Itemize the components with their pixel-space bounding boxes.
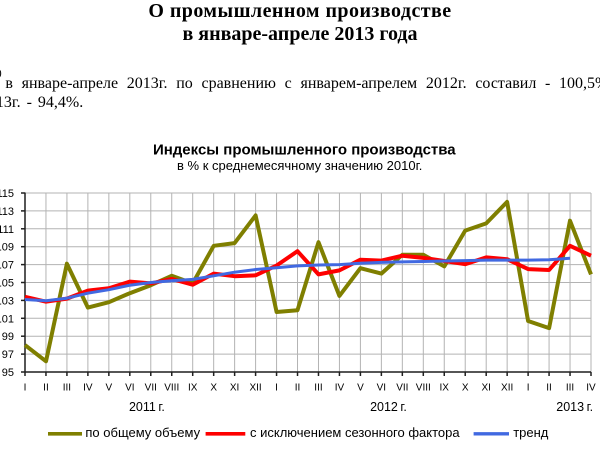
svg-text:по общему объему: по общему объему bbox=[85, 425, 200, 440]
svg-text:IV: IV bbox=[335, 383, 345, 394]
svg-text:V: V bbox=[106, 383, 113, 394]
svg-text:V: V bbox=[357, 383, 364, 394]
svg-text:VII: VII bbox=[145, 383, 157, 394]
svg-text:2012 г.: 2012 г. bbox=[370, 400, 407, 414]
svg-text:тренд: тренд bbox=[513, 425, 549, 440]
svg-text:115: 115 bbox=[0, 188, 14, 200]
svg-text:XII: XII bbox=[249, 383, 261, 394]
svg-text:X: X bbox=[462, 383, 469, 394]
svg-text:VI: VI bbox=[377, 383, 386, 394]
svg-text:III: III bbox=[566, 383, 574, 394]
svg-text:2011 г.: 2011 г. bbox=[129, 400, 165, 414]
svg-text:II: II bbox=[546, 383, 552, 394]
svg-text:III: III bbox=[63, 383, 71, 394]
svg-text:109: 109 bbox=[0, 242, 14, 254]
svg-text:IV: IV bbox=[83, 383, 93, 394]
svg-text:в % к среднемесячному значению: в % к среднемесячному значению 2010г. bbox=[177, 158, 422, 173]
svg-text:103: 103 bbox=[0, 295, 14, 307]
svg-text:XII: XII bbox=[501, 383, 513, 394]
svg-text:IX: IX bbox=[188, 383, 198, 394]
svg-text:99: 99 bbox=[2, 331, 14, 343]
svg-text:VIII: VIII bbox=[416, 383, 431, 394]
svg-text:X: X bbox=[210, 383, 217, 394]
svg-text:Индексы промышленного производ: Индексы промышленного производства bbox=[153, 142, 456, 159]
svg-text:107: 107 bbox=[0, 260, 14, 272]
svg-text:VII: VII bbox=[396, 383, 408, 394]
svg-text:VI: VI bbox=[125, 383, 134, 394]
svg-text:VIII: VIII bbox=[164, 383, 179, 394]
svg-text:III: III bbox=[314, 383, 322, 394]
svg-text:IX: IX bbox=[440, 383, 450, 394]
svg-text:с исключением сезонного фактор: с исключением сезонного фактора bbox=[250, 425, 460, 440]
svg-text:I: I bbox=[275, 383, 278, 394]
svg-text:111: 111 bbox=[0, 224, 14, 236]
svg-text:II: II bbox=[295, 383, 301, 394]
svg-text:97: 97 bbox=[2, 349, 14, 361]
svg-text:XI: XI bbox=[230, 383, 239, 394]
svg-text:101: 101 bbox=[0, 313, 14, 325]
svg-text:95: 95 bbox=[2, 367, 14, 379]
svg-text:113: 113 bbox=[0, 206, 14, 218]
svg-text:I: I bbox=[24, 383, 27, 394]
svg-text:XI: XI bbox=[481, 383, 490, 394]
svg-text:2013 г.: 2013 г. bbox=[556, 400, 593, 414]
svg-text:I: I bbox=[527, 383, 530, 394]
svg-text:IV: IV bbox=[586, 383, 596, 394]
svg-text:105: 105 bbox=[0, 278, 14, 290]
svg-text:II: II bbox=[43, 383, 49, 394]
